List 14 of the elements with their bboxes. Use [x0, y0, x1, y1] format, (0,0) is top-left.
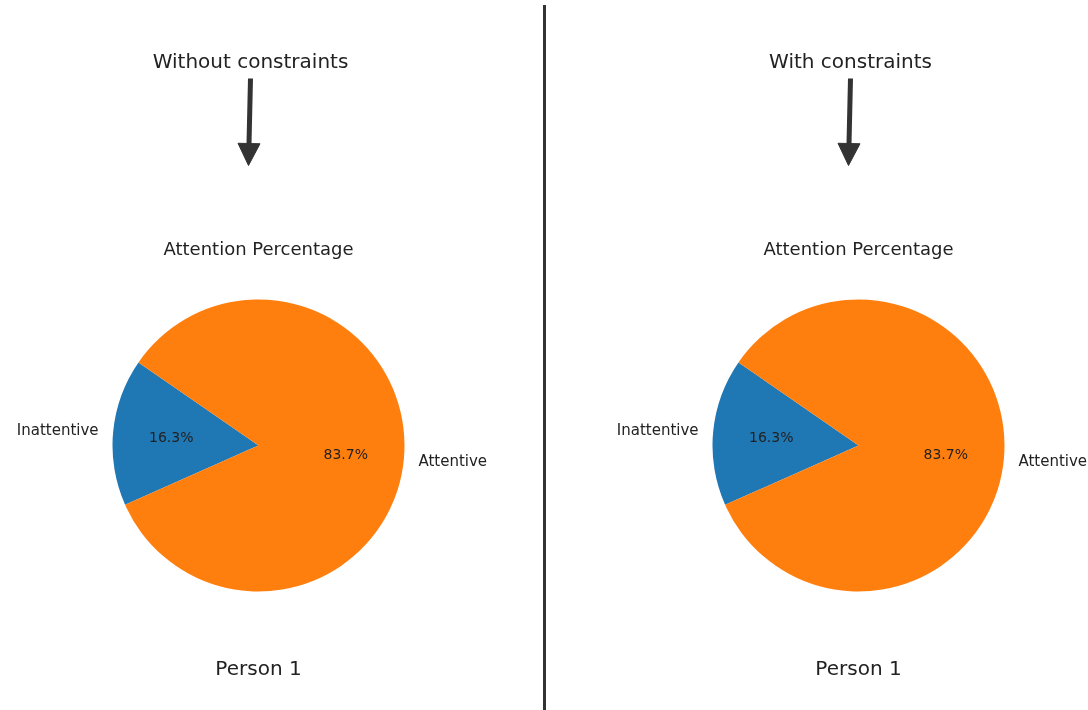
- data-label: 83.7%: [323, 445, 368, 462]
- slice-label: Inattentive: [16, 421, 99, 440]
- text: Person 1: [215, 655, 302, 680]
- chart-subtitle: With constraints: [769, 48, 932, 73]
- slice-label: Attentive: [418, 451, 488, 470]
- data-label: 16.3%: [149, 429, 194, 446]
- slice-label: Attentive: [1018, 451, 1088, 470]
- data-label: 16.3%: [749, 429, 794, 446]
- chart-title: Attention Percentage: [163, 238, 354, 259]
- slice-label: Inattentive: [616, 421, 699, 440]
- chart-subtitle: Without constraints: [152, 48, 349, 73]
- data-label: 83.7%: [923, 445, 968, 462]
- text: Person 1: [815, 655, 902, 680]
- chart-title: Attention Percentage: [763, 238, 954, 259]
